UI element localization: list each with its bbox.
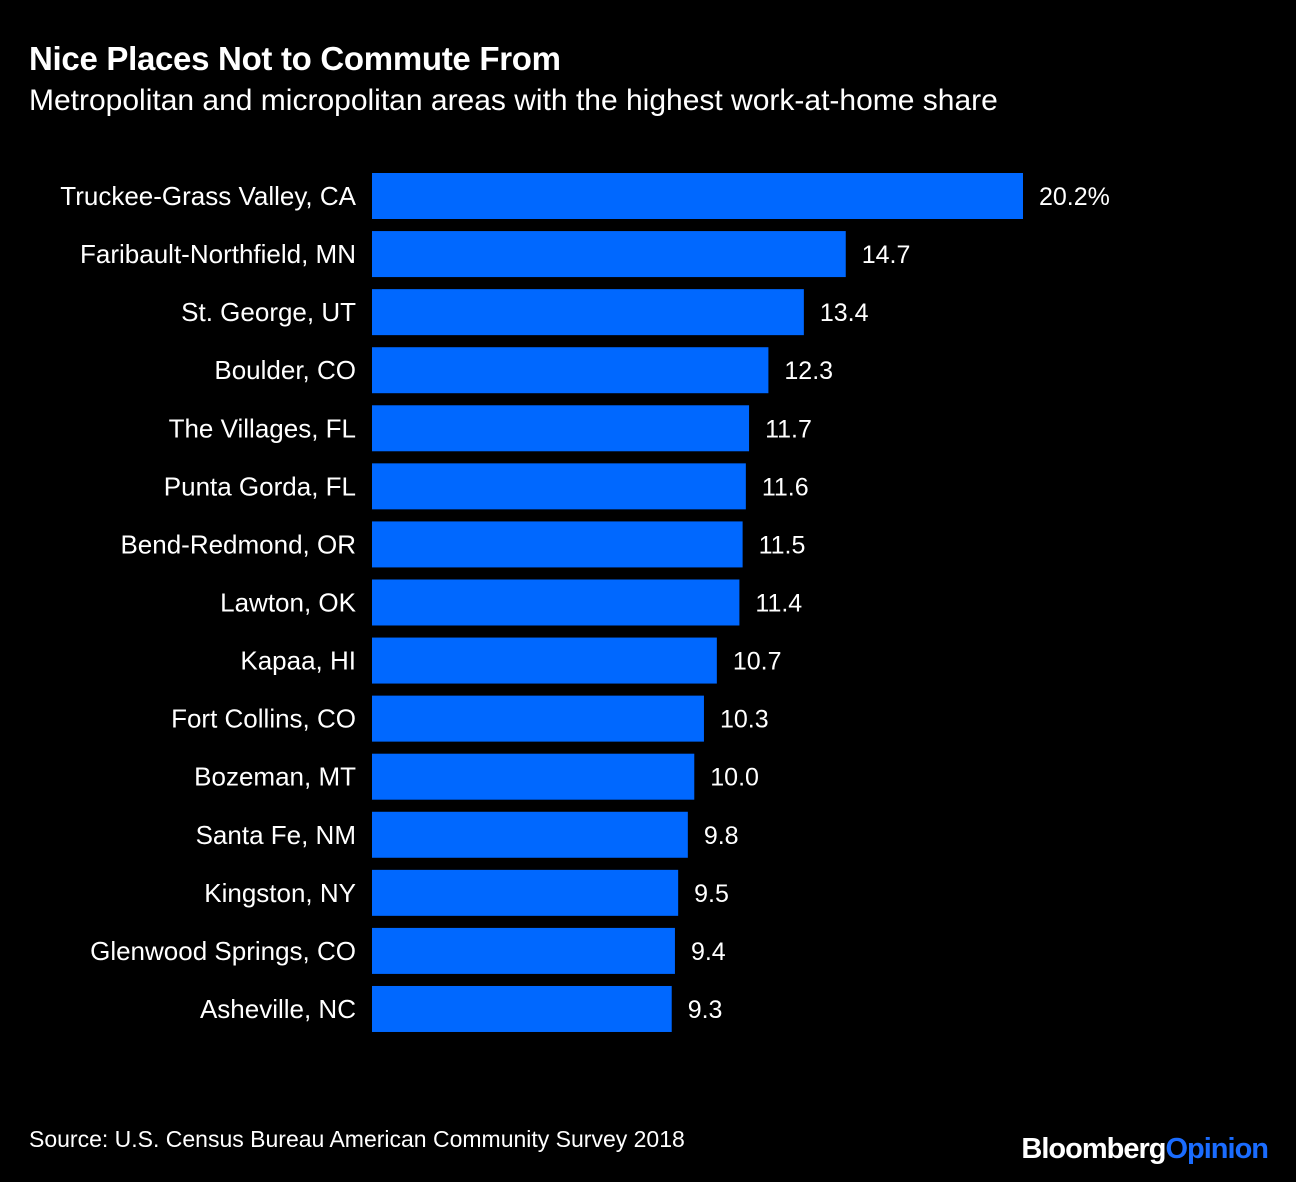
bar xyxy=(372,231,846,278)
category-label: Bozeman, MT xyxy=(194,762,356,792)
bar xyxy=(372,695,704,742)
value-label: 11.6 xyxy=(762,473,809,501)
value-label: 13.4 xyxy=(820,299,869,327)
bar xyxy=(372,173,1023,219)
category-label: Fort Collins, CO xyxy=(171,704,356,734)
bar xyxy=(372,405,750,452)
bar-chart: Truckee-Grass Valley, CA 20.2% Faribault-N… xyxy=(60,173,1110,1032)
value-label: 11.4 xyxy=(755,589,802,617)
source-note: Source: U.S. Census Bureau American Comm… xyxy=(29,1126,685,1152)
category-label: Asheville, NC xyxy=(200,994,356,1024)
bar xyxy=(372,753,695,800)
chart-subtitle: Metropolitan and micropolitan areas with… xyxy=(29,84,998,117)
category-label: Truckee-Grass Valley, CA xyxy=(60,181,356,211)
category-label: St. George, UT xyxy=(181,297,356,327)
value-label: 12.3 xyxy=(784,357,833,385)
brand-bloomberg: Bloomberg xyxy=(1021,1133,1166,1165)
bar xyxy=(372,347,769,394)
value-label: 9.3 xyxy=(688,996,723,1024)
value-label: 9.8 xyxy=(704,822,739,850)
value-label: 9.5 xyxy=(694,880,729,908)
bar xyxy=(372,463,746,510)
value-label: 10.0 xyxy=(710,764,759,792)
bar xyxy=(372,811,688,858)
category-label: Punta Gorda, FL xyxy=(164,471,356,501)
value-label: 20.2% xyxy=(1039,183,1110,211)
chart-title: Nice Places Not to Commute From xyxy=(29,40,561,77)
category-label: Faribault-Northfield, MN xyxy=(80,239,356,269)
bar xyxy=(372,869,679,916)
value-label: 14.7 xyxy=(862,241,911,269)
category-label: The Villages, FL xyxy=(169,413,356,443)
value-label: 11.5 xyxy=(759,531,806,559)
bar xyxy=(372,521,743,568)
bar xyxy=(372,985,672,1032)
value-label: 10.7 xyxy=(733,648,782,676)
brand-opinion: Opinion xyxy=(1165,1133,1269,1165)
value-label: 10.3 xyxy=(720,706,769,734)
value-label: 11.7 xyxy=(765,415,812,443)
bar xyxy=(372,579,740,626)
category-label: Kingston, NY xyxy=(204,878,356,908)
category-label: Boulder, CO xyxy=(214,355,356,385)
bar xyxy=(372,289,804,336)
bar xyxy=(372,637,717,684)
category-label: Glenwood Springs, CO xyxy=(90,936,356,966)
brand-logo: BloombergOpinion xyxy=(1021,1133,1269,1166)
category-label: Lawton, OK xyxy=(220,587,357,617)
category-label: Kapaa, HI xyxy=(240,646,356,676)
value-label: 9.4 xyxy=(691,938,726,966)
category-label: Santa Fe, NM xyxy=(196,820,356,850)
category-label: Bend-Redmond, OR xyxy=(120,529,356,559)
bar xyxy=(372,927,675,974)
